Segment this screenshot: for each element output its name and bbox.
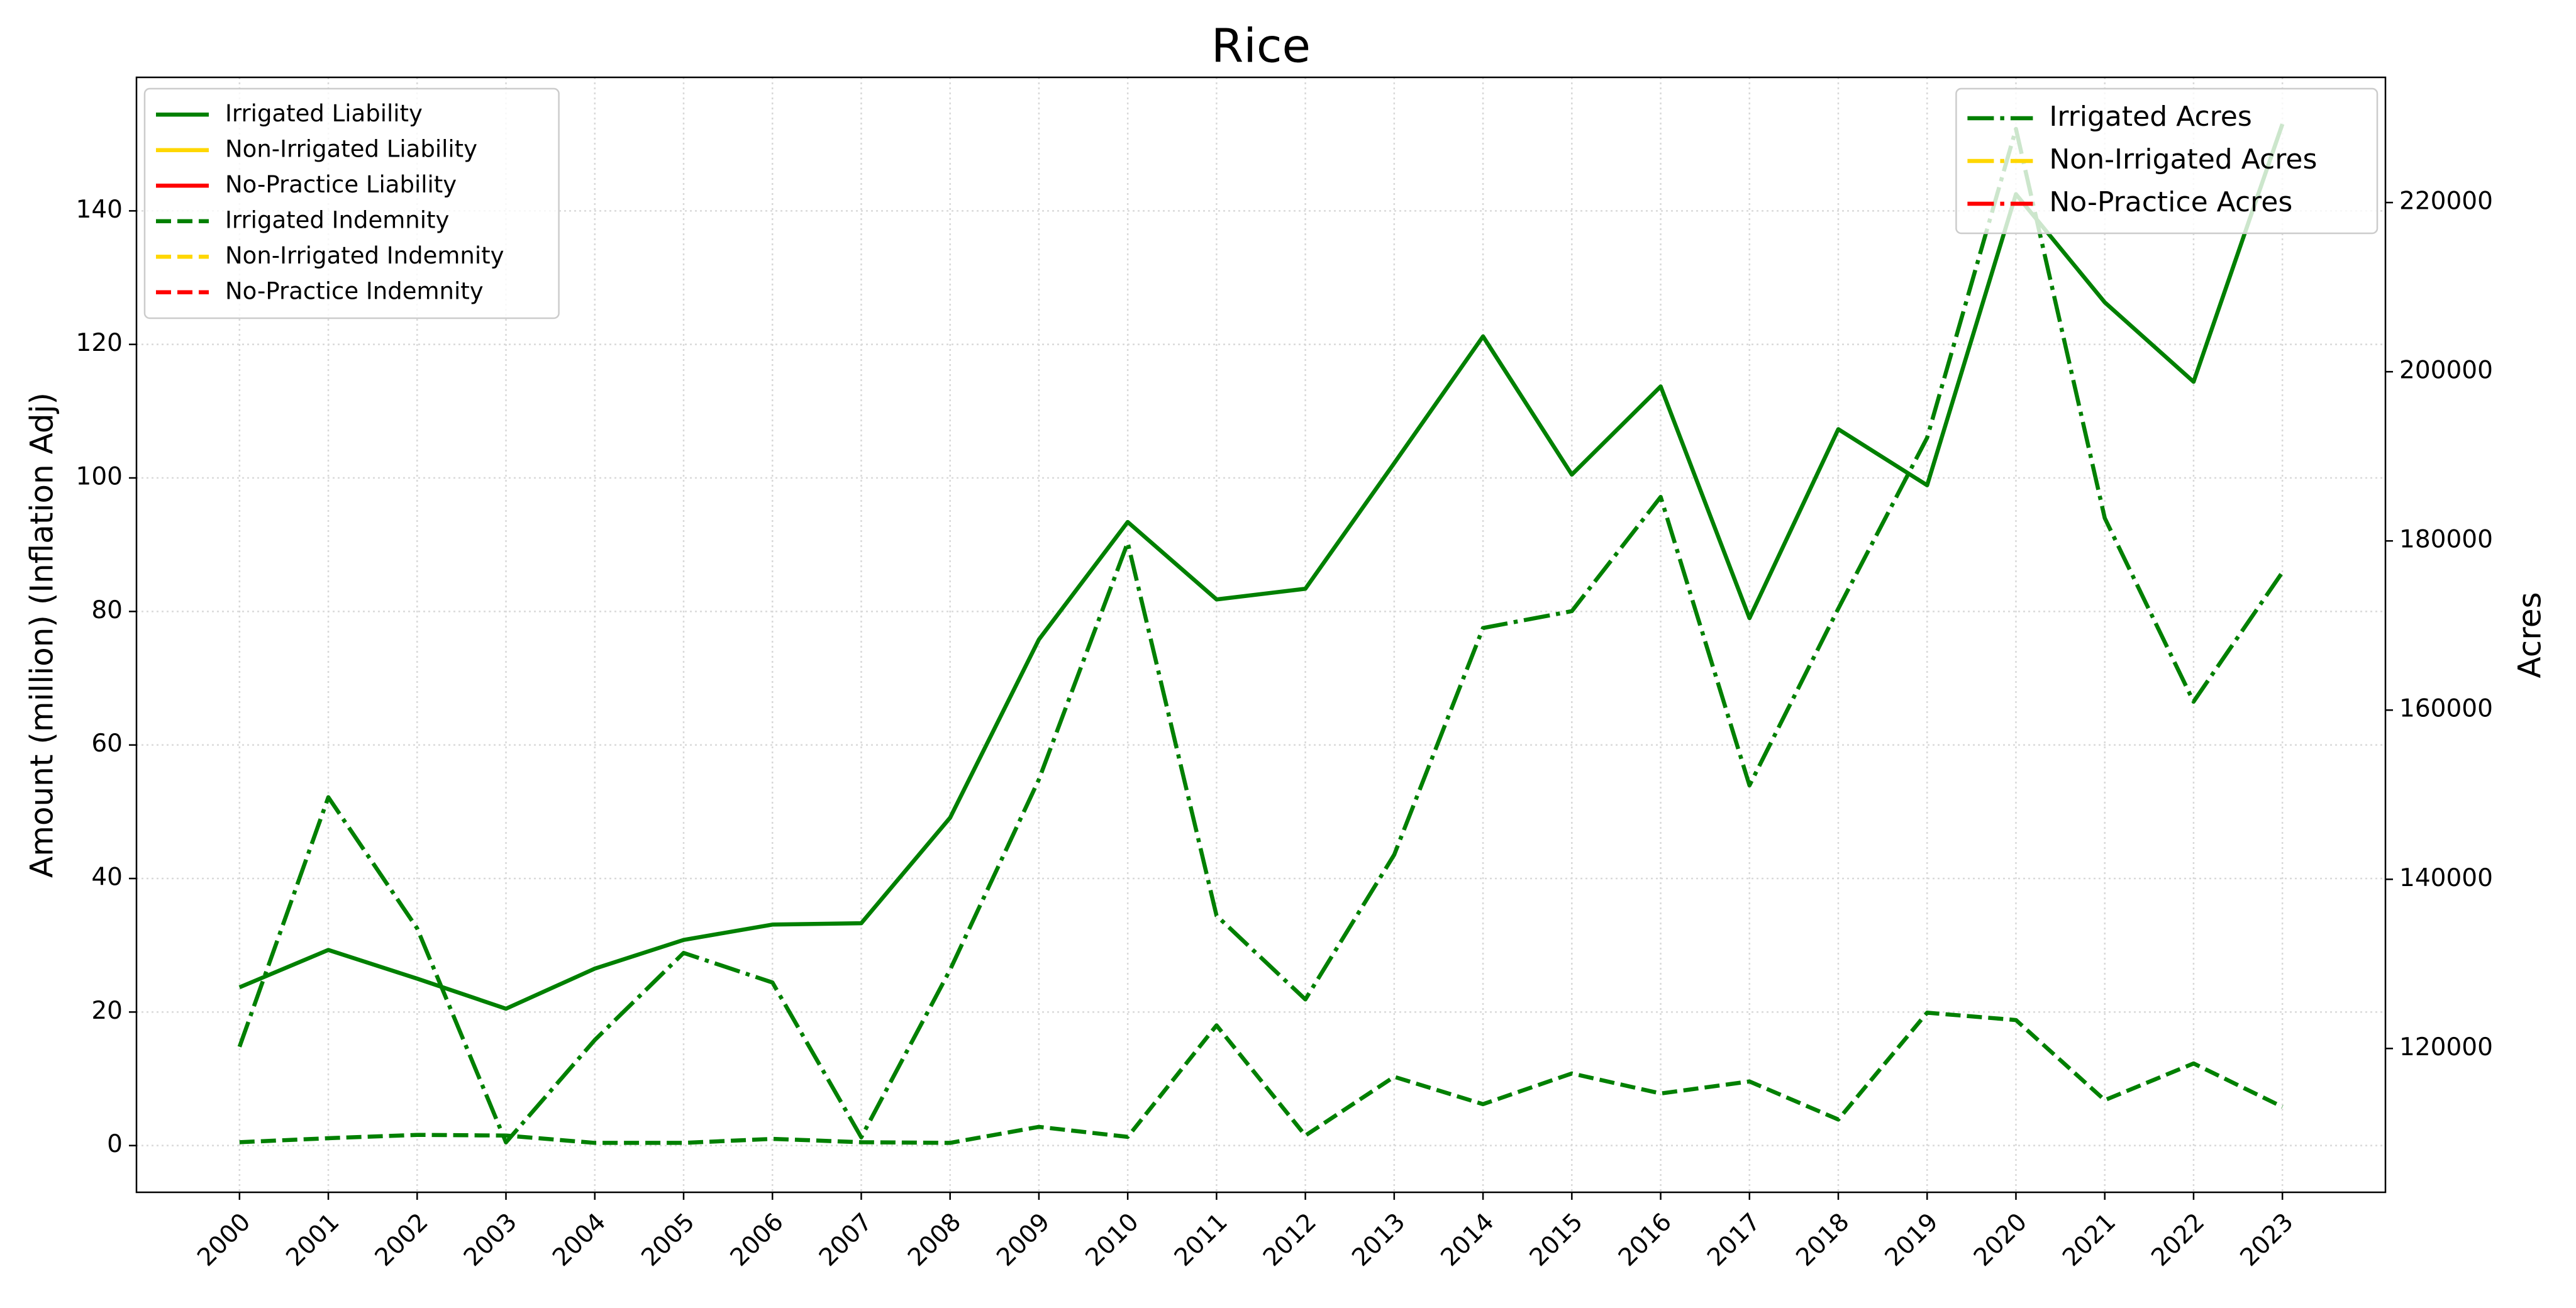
series-line <box>239 1011 2284 1145</box>
legend-label: Irrigated Liability <box>225 100 423 127</box>
legend-label: Irrigated Indemnity <box>225 206 449 233</box>
legend-label: Irrigated Acres <box>2049 101 2251 133</box>
legend-label: No-Practice Acres <box>2049 186 2292 218</box>
y2-tick-label: 120000 <box>2399 1033 2493 1061</box>
series-line <box>238 123 2285 1011</box>
series-line <box>237 126 2284 1144</box>
y2-tick-label: 160000 <box>2399 695 2493 723</box>
y2-tick-label: 200000 <box>2399 357 2493 385</box>
y2-tick-label: 220000 <box>2399 187 2493 216</box>
legend-box <box>1955 87 2379 235</box>
y-tick-label: 0 <box>107 1130 123 1158</box>
y-tick-label: 80 <box>91 596 123 624</box>
y2-tick-label: 180000 <box>2399 526 2493 554</box>
plot-frame <box>135 76 2387 1194</box>
y2-axis-label: Acres <box>2512 592 2548 678</box>
y-tick-label: 120 <box>76 329 123 357</box>
legend-label: No-Practice Indemnity <box>225 277 484 304</box>
y-tick-label: 20 <box>91 997 123 1025</box>
y2-tick-label: 140000 <box>2399 864 2493 892</box>
y-tick-label: 40 <box>91 863 123 892</box>
legend-label: Non-Irrigated Indemnity <box>225 242 504 269</box>
chart-title: Rice <box>1211 19 1311 74</box>
y-tick-label: 140 <box>76 196 123 224</box>
legend-label: Non-Irrigated Liability <box>225 135 477 162</box>
y-tick-label: 60 <box>91 729 123 758</box>
legend-box <box>143 87 560 319</box>
y-tick-label: 100 <box>76 463 123 491</box>
y-axis-label: Amount (million) (Inflation Adj) <box>24 392 60 878</box>
legend-label: No-Practice Liability <box>225 171 457 198</box>
legend-label: Non-Irrigated Acres <box>2049 143 2317 175</box>
